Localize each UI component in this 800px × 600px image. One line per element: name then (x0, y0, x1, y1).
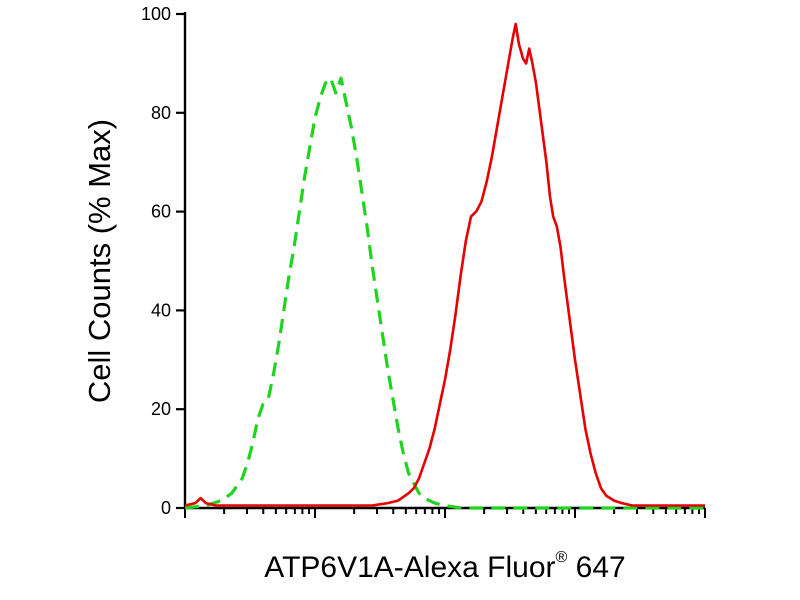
registered-trademark-symbol: ® (555, 549, 568, 566)
curve-control (184, 76, 705, 510)
y-tick-label: 20 (151, 399, 171, 419)
y-tick-label: 100 (141, 4, 171, 24)
y-tick-label: 60 (151, 202, 171, 222)
x-axis-label-text: ATP6V1A-Alexa Fluor (264, 551, 556, 584)
curve-sample (184, 22, 705, 507)
y-tick-label: 40 (151, 300, 171, 320)
y-tick-label: 0 (161, 498, 171, 518)
x-axis-label-suffix: 647 (575, 551, 626, 584)
y-tick-label: 80 (151, 103, 171, 123)
x-axis-label: ATP6V1A-Alexa Fluor® 647 (185, 549, 705, 585)
